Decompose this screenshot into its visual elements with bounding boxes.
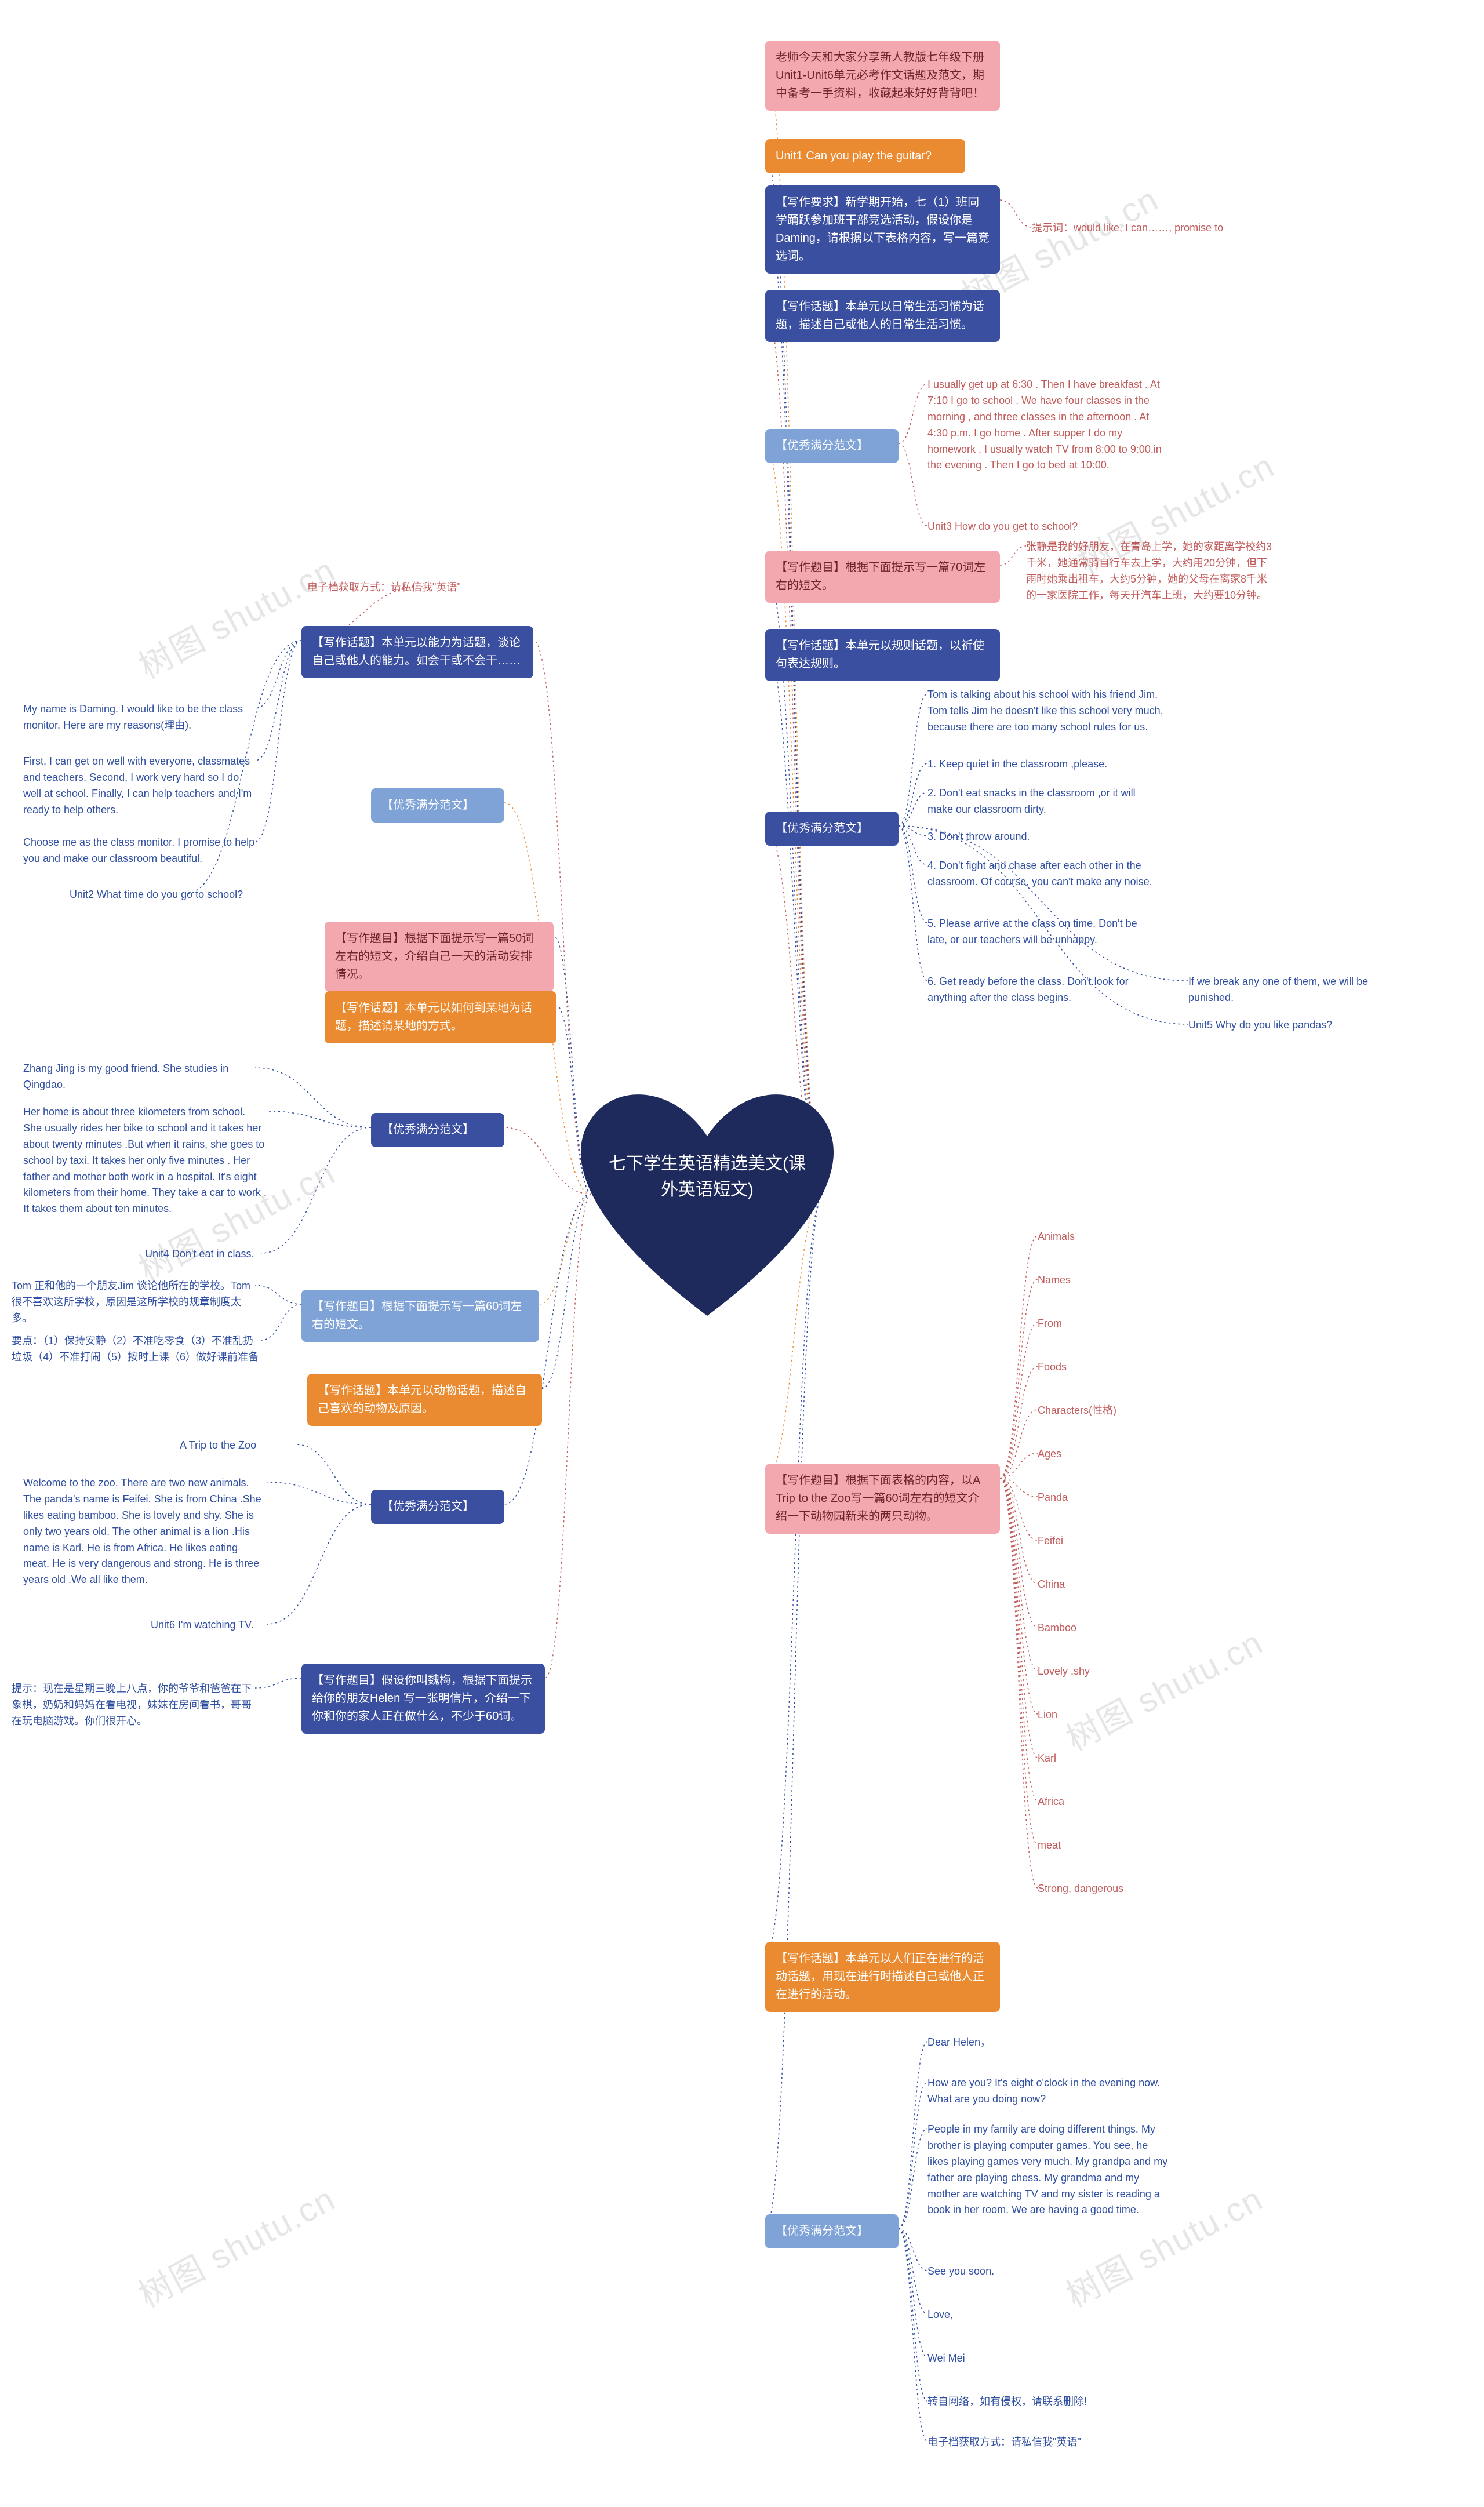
leaf-text: Her home is about three kilometers from … xyxy=(23,1104,267,1217)
leaf-text: Zhang Jing is my good friend. She studie… xyxy=(23,1061,255,1093)
mindmap-node-r4: 【写作话题】本单元以日常生活习惯为话题，描述自己或他人的日常生活习惯。 xyxy=(765,290,1000,342)
leaf-text: Africa xyxy=(1038,1794,1064,1810)
leaf-text: 提示词：would like, I can……, promise to xyxy=(1032,220,1223,236)
leaf-text: 电子档获取方式：请私信我"英语" xyxy=(307,580,461,596)
mindmap-node-r1: 老师今天和大家分享新人教版七年级下册Unit1-Unit6单元必考作文话题及范文… xyxy=(765,41,1000,111)
leaf-text: 4. Don't fight and chase after each othe… xyxy=(928,858,1159,890)
leaf-text: Strong, dangerous xyxy=(1038,1881,1123,1897)
leaf-text: Unit4 Don't eat in class. xyxy=(145,1246,254,1262)
leaf-text: Unit3 How do you get to school? xyxy=(928,519,1078,535)
mindmap-node-l5: 【优秀满分范文】 xyxy=(371,1113,504,1147)
mindmap-node-l8: 【优秀满分范文】 xyxy=(371,1490,504,1524)
leaf-text: Dear Helen， xyxy=(928,2035,991,2051)
leaf-text: Love, xyxy=(928,2307,953,2323)
leaf-text: 5. Please arrive at the class on time. D… xyxy=(928,916,1159,948)
leaf-text: From xyxy=(1038,1316,1062,1332)
mindmap-node-l1: 【写作话题】本单元以能力为话题，谈论自己或他人的能力。如会干或不会干…… xyxy=(301,626,533,678)
leaf-text: Wei Mei xyxy=(928,2350,965,2367)
leaf-text: Tom 正和他的一个朋友Jim 谈论他所在的学校。Tom 很不喜欢这所学校，原因… xyxy=(12,1278,255,1327)
leaf-text: Lovely ,shy xyxy=(1038,1664,1090,1680)
leaf-text: 2. Don't eat snacks in the classroom ,or… xyxy=(928,785,1159,818)
leaf-text: Karl xyxy=(1038,1751,1056,1767)
leaf-text: China xyxy=(1038,1577,1065,1593)
mindmap-node-r3: 【写作要求】新学期开始，七（1）班同学踊跃参加班干部竞选活动，假设你是Damin… xyxy=(765,185,1000,274)
leaf-text: Names xyxy=(1038,1272,1071,1289)
leaf-text: Unit2 What time do you go to school? xyxy=(70,887,243,903)
center-title: 七下学生英语精选美文(课外英语短文) xyxy=(609,1151,806,1203)
leaf-text: First, I can get on well with everyone, … xyxy=(23,754,255,818)
leaf-text: meat xyxy=(1038,1838,1061,1854)
mindmap-node-r2: Unit1 Can you play the guitar? xyxy=(765,139,965,173)
mindmap-node-r6: 【写作题目】根据下面提示写一篇70词左右的短文。 xyxy=(765,551,1000,603)
mindmap-node-l3: 【写作题目】根据下面提示写一篇50词左右的短文，介绍自己一天的活动安排情况。 xyxy=(325,922,554,992)
leaf-text: Unit6 I'm watching TV. xyxy=(151,1617,254,1633)
leaf-text: 张静是我的好朋友，在青岛上学，她的家距离学校约3千米，她通常骑自行车去上学，大约… xyxy=(1026,539,1275,604)
leaf-text: Ages xyxy=(1038,1446,1061,1462)
mindmap-node-l7: 【写作话题】本单元以动物话题，描述自己喜欢的动物及原因。 xyxy=(307,1374,542,1426)
leaf-text: 要点：（1）保持安静（2）不准吃零食（3）不准乱扔垃圾（4）不准打闹（5）按时上… xyxy=(12,1333,261,1366)
leaf-text: 转自网络，如有侵权，请联系删除! xyxy=(928,2394,1087,2410)
leaf-text: Tom is talking about his school with his… xyxy=(928,687,1171,736)
watermark: 树图 shutu.cn xyxy=(1056,1615,1270,1760)
mindmap-node-l6: 【写作题目】根据下面提示写一篇60词左右的短文。 xyxy=(301,1290,539,1342)
leaf-text: Unit5 Why do you like pandas? xyxy=(1188,1017,1332,1034)
mindmap-node-l9: 【写作题目】假设你叫魏梅，根据下面提示给你的朋友Helen 写一张明信片，介绍一… xyxy=(301,1664,545,1734)
leaf-text: Panda xyxy=(1038,1490,1068,1506)
leaf-text: 提示：现在是星期三晚上八点，你的爷爷和爸爸在下象棋，奶奶和妈妈在看电视，妹妹在房… xyxy=(12,1681,255,1730)
mindmap-node-r9: 【写作题目】根据下面表格的内容，以A Trip to the Zoo写一篇60词… xyxy=(765,1464,1000,1534)
leaf-text: Choose me as the class monitor. I promis… xyxy=(23,835,255,867)
leaf-text: I usually get up at 6:30 . Then I have b… xyxy=(928,377,1171,474)
leaf-text: Animals xyxy=(1038,1229,1075,1245)
leaf-text: 3. Don't throw around. xyxy=(928,829,1030,845)
mindmap-node-r8: 【优秀满分范文】 xyxy=(765,812,899,846)
leaf-text: People in my family are doing different … xyxy=(928,2122,1171,2218)
leaf-text: My name is Daming. I would like to be th… xyxy=(23,701,255,734)
mindmap-node-l4: 【写作话题】本单元以如何到某地为话题，描述请某地的方式。 xyxy=(325,991,556,1043)
leaf-text: Foods xyxy=(1038,1359,1067,1376)
leaf-text: Lion xyxy=(1038,1707,1057,1723)
leaf-text: 电子档获取方式：请私信我"英语" xyxy=(928,2435,1081,2451)
leaf-text: A Trip to the Zoo xyxy=(180,1438,256,1454)
center-root-node: 七下学生英语精选美文(课外英语短文) xyxy=(556,1061,858,1327)
leaf-text: Feifei xyxy=(1038,1533,1063,1549)
mindmap-node-r7: 【写作话题】本单元以规则话题，以祈使句表达规则。 xyxy=(765,629,1000,681)
leaf-text: 6. Get ready before the class. Don't loo… xyxy=(928,974,1159,1006)
watermark: 树图 shutu.cn xyxy=(129,2172,343,2316)
leaf-text: See you soon. xyxy=(928,2264,994,2280)
mindmap-node-r10: 【写作话题】本单元以人们正在进行的活动话题，用现在进行时描述自己或他人正在进行的… xyxy=(765,1942,1000,2012)
leaf-text: 1. Keep quiet in the classroom ,please. xyxy=(928,756,1107,773)
mindmap-node-r5: 【优秀满分范文】 xyxy=(765,429,899,463)
leaf-text: Bamboo xyxy=(1038,1620,1076,1636)
mindmap-node-r11: 【优秀满分范文】 xyxy=(765,2214,899,2248)
leaf-text: How are you? It's eight o'clock in the e… xyxy=(928,2075,1171,2108)
leaf-text: Characters(性格) xyxy=(1038,1403,1116,1419)
leaf-text: If we break any one of them, we will be … xyxy=(1188,974,1403,1006)
mindmap-node-l2: 【优秀满分范文】 xyxy=(371,788,504,823)
leaf-text: Welcome to the zoo. There are two new an… xyxy=(23,1475,267,1588)
